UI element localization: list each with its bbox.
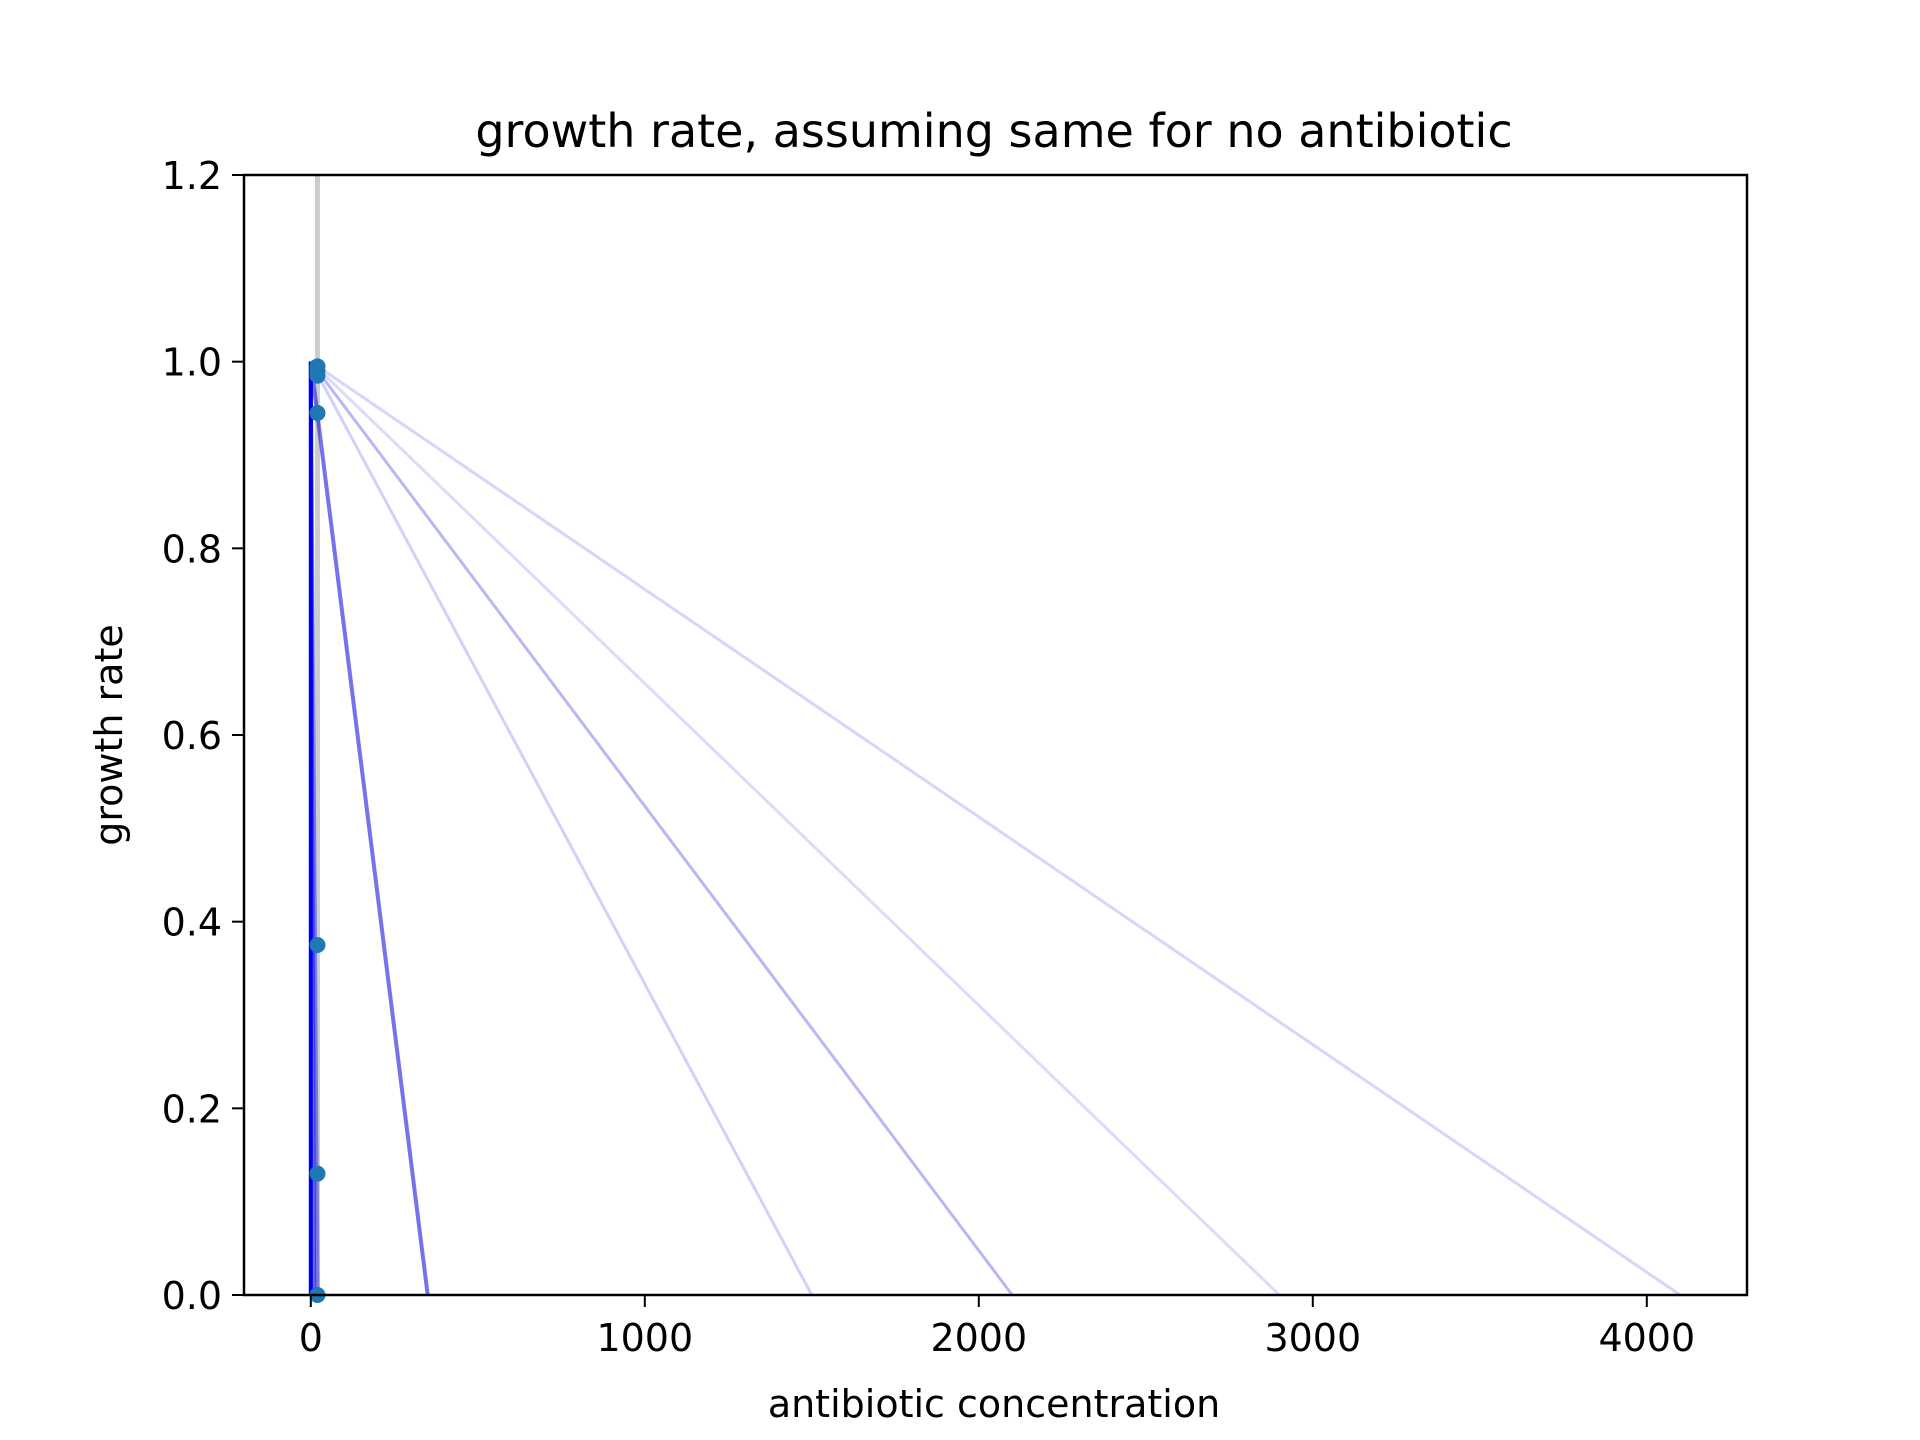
x-tick-label: 4000: [1598, 1316, 1695, 1360]
x-axis-label: antibiotic concentration: [768, 1382, 1220, 1426]
fit-line-3: [308, 361, 320, 1296]
x-tick-label: 1000: [596, 1316, 693, 1360]
y-tick-label: 0.8: [162, 527, 222, 571]
y-tick-label: 0.6: [162, 714, 222, 758]
y-tick-label: 0.2: [162, 1087, 222, 1131]
data-point-4: [309, 405, 326, 421]
y-tick-label: 0.0: [162, 1274, 222, 1318]
fit-line-6: [309, 360, 1014, 1296]
x-tick-label: 2000: [930, 1316, 1027, 1360]
fit-line-2: [308, 361, 317, 1296]
y-axis-label: growth rate: [87, 624, 131, 846]
axes-frame: [242, 173, 1749, 1297]
x-tick-label: 3000: [1264, 1316, 1361, 1360]
chart-title: growth rate, assuming same for no antibi…: [475, 104, 1512, 158]
fit-line-7: [309, 360, 1281, 1297]
fit-line-8: [309, 360, 1682, 1297]
data-point-5: [309, 937, 326, 953]
y-axis: 0.0 0.2 0.4 0.6 0.8 1.0 1.2: [162, 154, 244, 1318]
x-axis: 0 1000 2000 3000 4000: [299, 1295, 1695, 1360]
y-tick-label: 1.0: [162, 341, 222, 385]
data-point-6: [309, 1165, 326, 1182]
data-point-3: [309, 367, 326, 384]
fit-line-4: [308, 361, 430, 1296]
plot-area: [308, 175, 1682, 1303]
y-tick-label: 1.2: [162, 154, 222, 198]
x-tick-label: 0: [299, 1316, 323, 1360]
fit-line-5: [309, 360, 814, 1296]
y-tick-label: 0.4: [162, 901, 222, 945]
